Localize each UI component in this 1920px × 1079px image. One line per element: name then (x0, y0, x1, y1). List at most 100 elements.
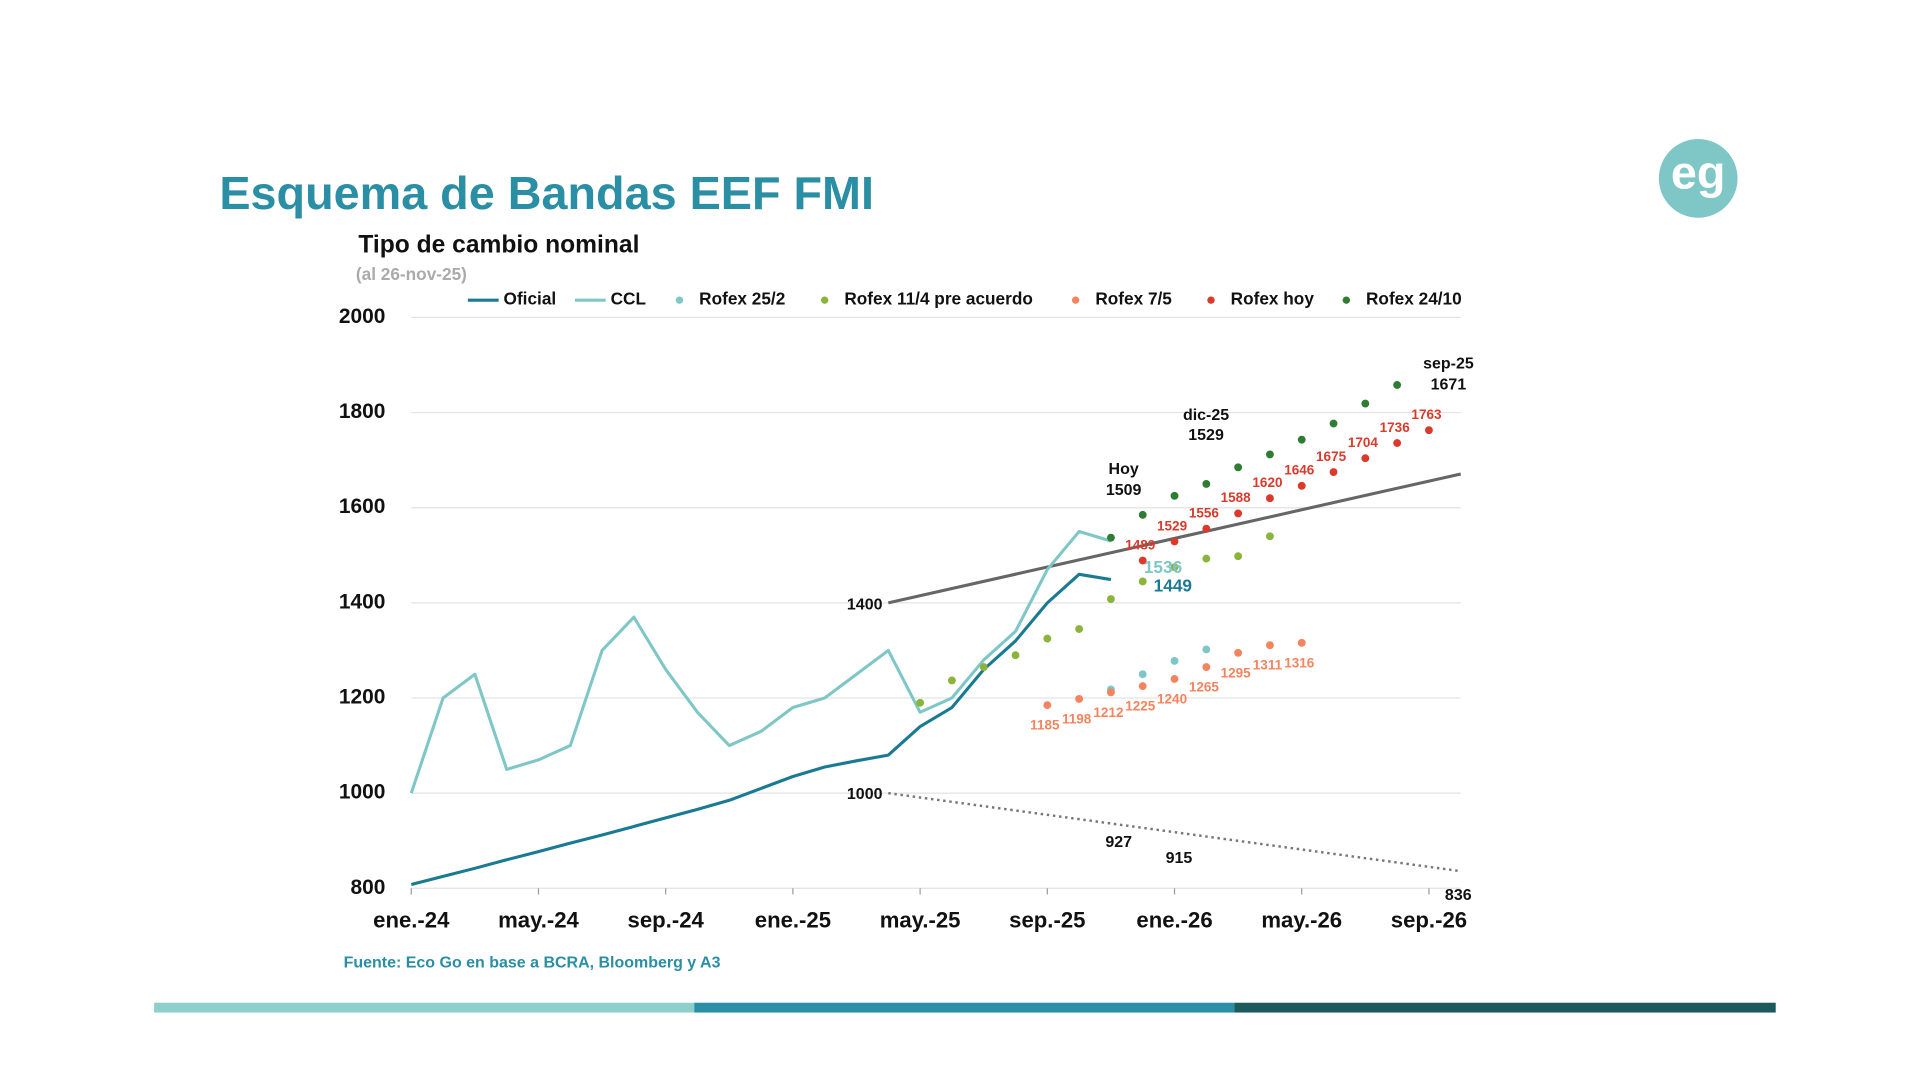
data-label: 1240 (1157, 691, 1187, 706)
marker (1202, 524, 1211, 533)
legend-label: Rofex hoy (1231, 289, 1315, 309)
y-tick-label: 1400 (339, 590, 386, 613)
marker (1138, 510, 1147, 519)
y-tick-label: 1000 (339, 781, 386, 804)
x-tick-label: may.-25 (880, 907, 961, 932)
data-label: 1736 (1380, 420, 1411, 435)
data-label: 1620 (1252, 475, 1282, 490)
slide-title: Esquema de Bandas EEF FMI (219, 167, 874, 219)
marker (1138, 682, 1147, 691)
y-tick-label: 1200 (339, 686, 386, 709)
chart-title: Tipo de cambio nominal (358, 232, 639, 259)
x-tick-label: sep.-24 (628, 907, 705, 932)
x-tick-label: sep.-25 (1009, 907, 1085, 932)
x-tick-label: ene.-24 (373, 907, 450, 932)
legend-swatch (675, 296, 684, 304)
data-label: 1225 (1125, 699, 1156, 714)
footer-bar (1234, 1002, 1776, 1013)
marker (1265, 532, 1274, 541)
marker (1393, 439, 1402, 447)
data-label: 1311 (1253, 658, 1283, 673)
marker (1202, 663, 1211, 672)
x-tick-label: ene.-26 (1136, 907, 1212, 932)
legend-swatch (820, 296, 829, 304)
annotation: 1000 (847, 786, 883, 803)
footer-bar (154, 1002, 695, 1013)
marker (1170, 563, 1179, 572)
marker (1043, 701, 1052, 710)
chart-subtitle: (al 26-nov-25) (356, 264, 467, 284)
annotation: Hoy (1109, 461, 1139, 478)
annotation: 1449 (1154, 575, 1192, 595)
marker (916, 698, 925, 707)
annotation: 1529 (1188, 427, 1224, 444)
marker (1138, 670, 1147, 679)
data-label: 1704 (1348, 435, 1379, 450)
marker (1234, 509, 1243, 518)
marker (1265, 641, 1274, 650)
x-tick-label: may.-24 (498, 907, 579, 932)
marker (1393, 381, 1402, 389)
marker (1011, 651, 1020, 660)
data-label: 1489 (1125, 537, 1156, 552)
annotation: 1536 (1144, 557, 1182, 577)
marker (1234, 552, 1243, 561)
annotation: 836 (1445, 887, 1472, 904)
marker (1138, 556, 1147, 565)
data-label: 1529 (1157, 518, 1188, 533)
annotation: dic-25 (1183, 407, 1229, 424)
marker (1202, 645, 1211, 654)
legend-label: Rofex 24/10 (1366, 289, 1462, 309)
data-label: 1316 (1284, 655, 1315, 670)
y-tick-label: 1800 (339, 400, 386, 423)
series-line (409, 529, 1112, 794)
marker (979, 663, 988, 672)
series-line (410, 572, 1112, 886)
legend-label: Rofex 7/5 (1095, 289, 1172, 309)
source: Fuente: Eco Go en base a BCRA, Bloomberg… (344, 955, 721, 972)
marker (947, 676, 956, 685)
marker (1075, 695, 1084, 703)
footer-bar (694, 1002, 1235, 1013)
marker (1361, 454, 1370, 463)
annotation: 927 (1105, 834, 1132, 851)
annotation: 1400 (847, 597, 883, 614)
marker (1265, 494, 1274, 503)
marker (1202, 554, 1211, 563)
band-line (888, 791, 1461, 873)
legend-swatch (1342, 296, 1351, 304)
marker (1043, 634, 1052, 643)
x-tick-label: may.-26 (1261, 907, 1342, 932)
data-label: 1556 (1189, 505, 1220, 520)
marker (1202, 479, 1211, 488)
legend-swatch (1071, 296, 1080, 304)
marker (1425, 426, 1433, 435)
marker (1170, 537, 1179, 546)
y-tick-label: 2000 (339, 305, 386, 328)
marker (1075, 625, 1084, 633)
marker (1297, 435, 1306, 444)
marker (1106, 595, 1115, 603)
marker (1234, 648, 1243, 657)
annotation: sep-25 (1423, 355, 1474, 372)
data-label: 1295 (1221, 665, 1252, 680)
data-label: 1265 (1189, 680, 1220, 695)
annotation: 1671 (1431, 376, 1467, 393)
marker (1138, 577, 1147, 586)
marker (1170, 656, 1179, 665)
legend-swatch (1207, 296, 1215, 304)
marker (1106, 533, 1115, 542)
logo-circle (1658, 139, 1738, 218)
data-label: 1646 (1284, 463, 1315, 478)
data-label: 1185 (1030, 718, 1060, 733)
data-label: 1763 (1411, 407, 1442, 422)
marker (1329, 468, 1338, 476)
marker (1265, 450, 1274, 459)
x-tick-label: ene.-25 (755, 907, 831, 932)
annotation: 915 (1166, 850, 1193, 867)
annotation: 1509 (1106, 482, 1142, 499)
legend-label: CCL (611, 289, 646, 309)
legend-label: Rofex 11/4 pre acuerdo (844, 289, 1033, 309)
